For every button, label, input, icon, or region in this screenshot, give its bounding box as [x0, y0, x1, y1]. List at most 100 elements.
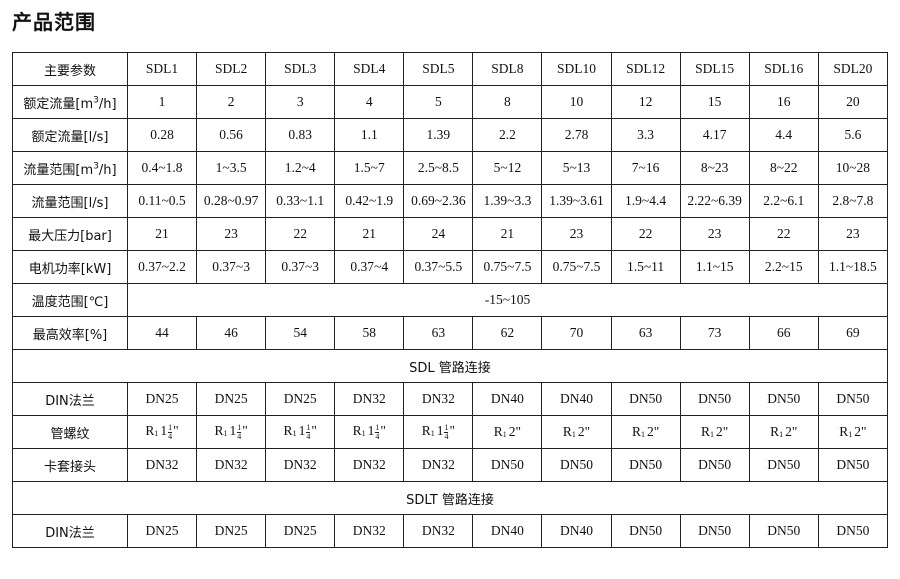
- table-header-row: 主要参数 SDL1 SDL2 SDL3 SDL4 SDL5 SDL8 SDL10 SDL12 SD…: [12, 52, 889, 86]
- column-header: SDL2: [196, 52, 267, 86]
- column-header: SDL20: [817, 52, 889, 86]
- row-label: 温度范围[℃]: [12, 283, 128, 317]
- table-cell: 0.33~1.1: [265, 184, 336, 218]
- table-cell: 0.75~7.5: [541, 250, 612, 284]
- thread-subscript: 1: [571, 430, 576, 439]
- table-cell: 2.2~15: [748, 250, 819, 284]
- fraction-numerator: 1: [168, 422, 173, 433]
- table-cell: DN32: [403, 514, 474, 548]
- thread-size: 1: [160, 423, 168, 439]
- table-cell: 4.17: [679, 118, 750, 152]
- table-cell: 0.37~3: [265, 250, 336, 284]
- thread-prefix: R: [145, 423, 155, 439]
- table-cell: 8: [472, 85, 543, 119]
- thread-cell: R1 1 1 4 ": [196, 415, 267, 449]
- fraction-denominator: 4: [306, 431, 311, 441]
- thread-subscript: 1: [430, 429, 435, 439]
- table-cell: 1.39: [403, 118, 474, 152]
- table-cell: 5.6: [817, 118, 889, 152]
- table-cell: 1.39~3.3: [472, 184, 543, 218]
- table-cell: DN25: [126, 514, 198, 548]
- merged-value: -15~105: [127, 283, 888, 317]
- table-cell: 0.56: [196, 118, 267, 152]
- table-row: 流量范围[l/s] 0.11~0.5 0.28~0.97 0.33~1.1 0.42~1…: [12, 184, 889, 218]
- thread-prefix: R: [493, 424, 503, 439]
- inch-mark: ": [791, 424, 798, 439]
- table-cell: 2.22~6.39: [679, 184, 750, 218]
- table-cell: 1.5~7: [334, 151, 405, 185]
- table-cell: 23: [817, 217, 889, 251]
- thread-cell: R1 2": [610, 415, 681, 449]
- thread-prefix: R: [352, 423, 362, 439]
- table-cell: 0.28~0.97: [196, 184, 267, 218]
- table-cell: 10~28: [817, 151, 889, 185]
- table-row: 管螺纹 R1 1 1 4 " R1 1 1 4 " R1 1 1 4 " R1 1 1 4 " R1 1 1 4 " R1 2" R1 2…: [12, 415, 889, 449]
- table-cell: 0.11~0.5: [126, 184, 198, 218]
- label-unit-tail: /h]: [98, 96, 117, 112]
- inch-mark: ": [380, 423, 386, 439]
- inch-mark: ": [311, 423, 317, 439]
- table-cell: DN50: [541, 448, 612, 482]
- fraction-numerator: 1: [237, 422, 242, 433]
- table-cell: DN50: [748, 514, 819, 548]
- fraction-denominator: 4: [237, 431, 242, 441]
- thread-size: 2: [785, 424, 792, 439]
- table-cell: 1~3.5: [196, 151, 267, 185]
- row-label: 最大压力[bar]: [12, 217, 128, 251]
- table-cell: 2.78: [541, 118, 612, 152]
- table-cell: 20: [817, 85, 889, 119]
- table-cell: 5: [403, 85, 474, 119]
- table-cell: 73: [679, 316, 750, 350]
- table-cell: 2.8~7.8: [817, 184, 889, 218]
- table-cell: DN50: [679, 382, 750, 416]
- table-cell: DN25: [265, 382, 336, 416]
- table-cell: 66: [748, 316, 819, 350]
- thread-cell: R1 1 1 4 ": [265, 415, 336, 449]
- table-cell: DN32: [403, 382, 474, 416]
- table-cell: DN50: [817, 382, 889, 416]
- section-title: SDLT 管路连接: [12, 481, 888, 515]
- table-cell: 0.75~7.5: [472, 250, 543, 284]
- column-header: SDL15: [679, 52, 750, 86]
- fraction-numerator: 1: [444, 422, 449, 433]
- table-cell: 62: [472, 316, 543, 350]
- row-label: 电机功率[kW]: [12, 250, 128, 284]
- table-row: 额定流量[l/s] 0.28 0.56 0.83 1.1 1.39 2.2 2.78 3.3 4.…: [12, 118, 889, 152]
- table-cell: 0.28: [126, 118, 198, 152]
- inch-mark: ": [449, 423, 455, 439]
- table-cell: 23: [541, 217, 612, 251]
- table-cell: DN32: [196, 448, 267, 482]
- row-label: 额定流量[m3/h]: [12, 85, 128, 119]
- section-row: SDLT 管路连接: [12, 481, 888, 515]
- table-cell: DN50: [472, 448, 543, 482]
- thread-size: 2: [577, 424, 585, 439]
- table-cell: 0.83: [265, 118, 336, 152]
- table-cell: 5~13: [541, 151, 612, 185]
- table-cell: 1.1~15: [679, 250, 750, 284]
- table-row: 流量范围[m3/h] 0.4~1.8 1~3.5 1.2~4 1.5~7 2.5~8.5 5…: [12, 151, 889, 185]
- table-cell: DN40: [541, 514, 612, 548]
- table-cell: 2.5~8.5: [403, 151, 474, 185]
- table-cell: 46: [196, 316, 267, 350]
- table-cell: DN32: [403, 448, 474, 482]
- inch-mark: ": [584, 424, 591, 439]
- label-text: 额定流量[m: [23, 96, 94, 112]
- table-cell: 24: [403, 217, 474, 251]
- table-cell: DN50: [748, 382, 819, 416]
- table-cell: 22: [265, 217, 336, 251]
- thread-subscript: 1: [710, 430, 715, 439]
- table-cell: 0.37~4: [334, 250, 405, 284]
- table-cell: 23: [196, 217, 267, 251]
- table-cell: 1.1: [334, 118, 405, 152]
- table-cell: 1: [126, 85, 198, 119]
- column-header: SDL1: [126, 52, 198, 86]
- thread-prefix: R: [839, 424, 849, 439]
- table-cell: DN25: [265, 514, 336, 548]
- section-row: SDL 管路连接: [12, 349, 888, 383]
- row-label: 最高效率[%]: [12, 316, 128, 350]
- table-row: DIN法兰 DN25 DN25 DN25 DN32 DN32 DN40 DN40 DN50 DN5…: [12, 382, 889, 416]
- label-superscript: 3: [93, 95, 99, 106]
- table-cell: 1.5~11: [610, 250, 681, 284]
